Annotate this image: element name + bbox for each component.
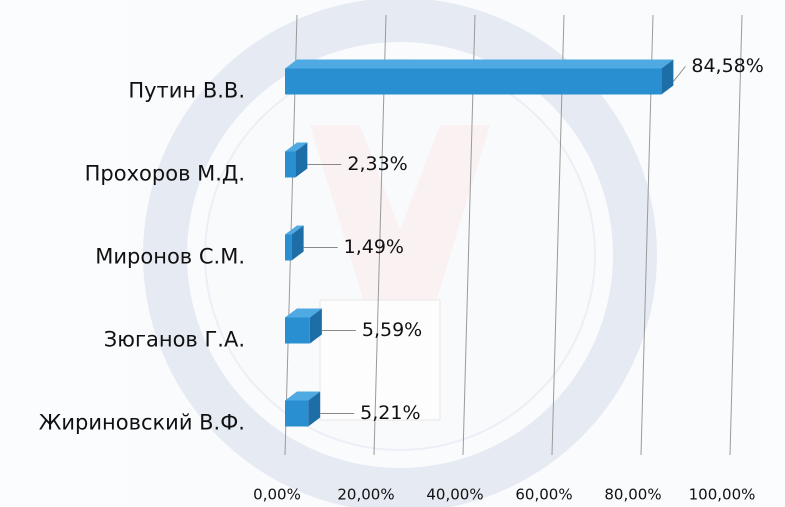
leader-line [672, 66, 686, 82]
data-label: 2,33% [347, 153, 407, 175]
bar-side [308, 391, 321, 427]
y-tick-label: Путин В.В. [128, 79, 245, 103]
y-tick-label: Зюганов Г.А. [104, 328, 245, 352]
bar [285, 400, 309, 427]
bar-top [285, 391, 321, 401]
y-tick-label: Прохоров М.Д. [85, 162, 245, 186]
bar-top [285, 308, 322, 318]
bar-top [285, 142, 308, 152]
bar-top [285, 225, 304, 235]
x-tick-label: 40,00% [426, 486, 483, 504]
x-tick-label: 60,00% [515, 486, 572, 504]
bar-side [295, 142, 308, 178]
data-label: 84,58% [691, 55, 763, 77]
bar-top [285, 59, 674, 69]
bar [285, 68, 662, 95]
data-label: 5,21% [360, 402, 420, 424]
bar [285, 317, 310, 344]
x-tick-label: 100,00% [689, 486, 756, 504]
bar [285, 234, 292, 261]
x-tick-label: 80,00% [604, 486, 661, 504]
data-label: 1,49% [344, 236, 404, 258]
y-tick-label: Жириновский В.Ф. [39, 411, 245, 435]
bar-side [661, 59, 674, 95]
data-label: 5,59% [362, 319, 422, 341]
x-tick-label: 20,00% [337, 486, 394, 504]
x-tick-label: 0,00% [253, 486, 301, 504]
grid-line [729, 14, 743, 456]
bar-side [309, 308, 322, 344]
y-tick-label: Миронов С.М. [95, 245, 245, 269]
bar-side [291, 225, 304, 261]
bar [285, 151, 296, 178]
